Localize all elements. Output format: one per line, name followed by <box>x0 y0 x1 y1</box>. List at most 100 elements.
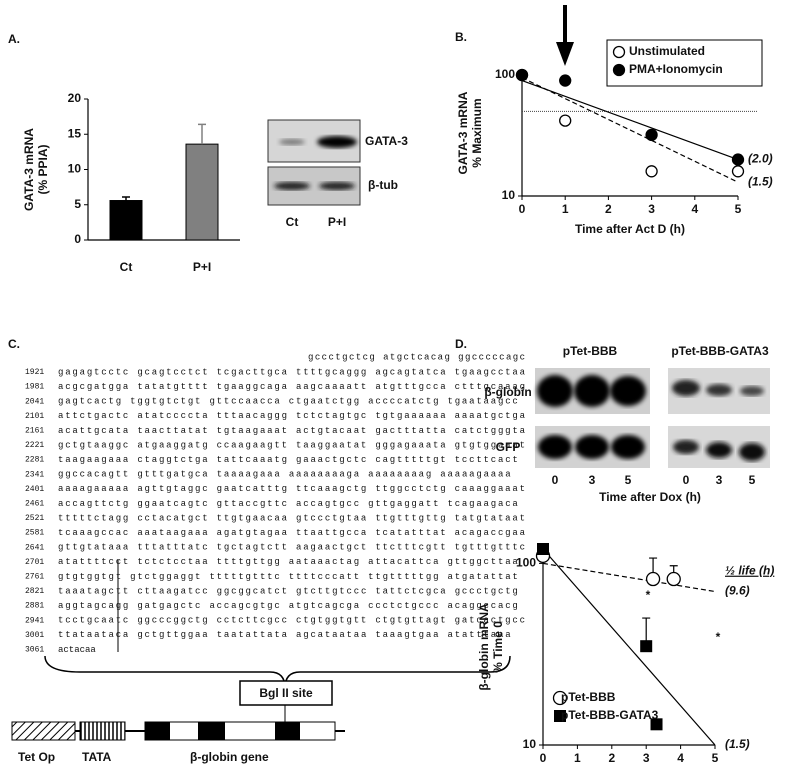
sequence-line: atattttcct tctctcctaa ttttgttgg aataaact… <box>58 557 518 567</box>
line-number: 2761 <box>25 573 44 582</box>
point <box>650 718 663 731</box>
construct-label: pTet-BBB <box>563 344 618 358</box>
legend-label: pTet-BBB <box>561 690 616 704</box>
x-tick-label: 4 <box>691 202 698 216</box>
line-number: 2401 <box>25 485 44 494</box>
y-tick-label: 20 <box>68 91 82 105</box>
error-bar <box>198 123 206 145</box>
site-label: Bgl II site <box>259 686 313 700</box>
line-number: 3001 <box>25 631 44 640</box>
sequence-line: gttgtataaa tttatttatc tgctagtctt aagaact… <box>58 543 525 553</box>
band <box>575 435 609 459</box>
sequence-line: accagttctg ggaatcagtc gttaccgttc accagtg… <box>58 499 518 509</box>
construct-diagram: Bgl II site Tet Op TATA β-globin gene <box>11 655 511 764</box>
sequence-line: actacaa <box>58 645 96 655</box>
sequence-line: tcaaagccac aaataagaaa agatgtagaa ttaattg… <box>58 528 526 538</box>
x-tick-label: 5 <box>712 751 719 765</box>
line-number: 2941 <box>25 616 44 625</box>
diagram-label: TATA <box>82 750 112 764</box>
band <box>706 384 732 396</box>
band <box>279 139 305 145</box>
axis-label: Time after Dox (h) <box>599 490 701 504</box>
y-tick-label: 15 <box>68 126 82 140</box>
y-tick-label: 100 <box>516 556 536 570</box>
y-axis-label: GATA-3 mRNA <box>456 91 470 174</box>
diagram-label: Tet Op <box>18 750 55 764</box>
x-tick-label: Ct <box>120 260 133 274</box>
point <box>666 571 681 587</box>
annotation: * <box>646 588 651 602</box>
y-tick-label: 10 <box>502 188 516 202</box>
half-life-label: ½ life (h) <box>725 564 774 578</box>
fit-line <box>521 77 739 183</box>
sequence-line: acattgcata taacttatat tgtaagaaat actgtac… <box>58 426 526 436</box>
legend-marker <box>554 710 566 722</box>
y-axis-label: (% PPIA) <box>36 144 50 194</box>
x-tick-label: 3 <box>648 202 655 216</box>
fit-label: (1.5) <box>748 174 773 188</box>
band <box>611 435 645 459</box>
bar <box>109 200 143 241</box>
lane-label: 0 <box>683 473 690 487</box>
x-tick-label: 5 <box>735 202 742 216</box>
sequence-line: tcctgcaatc ggcccggctg cctcttcgcc ctgtggt… <box>58 616 525 626</box>
band-label: β-tub <box>368 178 398 192</box>
sequence-line: attctgactc atatccccta tttaacaggg tctctag… <box>58 411 526 421</box>
band <box>672 380 700 396</box>
panel-label: C. <box>8 337 20 351</box>
line-number: 2281 <box>25 456 44 465</box>
lane-label: P+I <box>328 215 346 229</box>
sequence-line: gtgtggtgt gtctggaggt tttttgtttc ttttccca… <box>58 572 518 582</box>
fit-label: (2.0) <box>748 152 773 166</box>
y-axis-label: β-globin mRNA <box>477 603 491 691</box>
band-label: β-globin <box>484 385 531 399</box>
legend-box <box>606 39 763 87</box>
sequence-line: ttataataca gctgttggaa taatattata agcataa… <box>58 630 511 640</box>
x-axis-label: Time after Act D (h) <box>575 222 685 236</box>
sequence-line: gctgtaaggc atgaaggatg ccaagaagtt taaggaa… <box>58 440 525 450</box>
band <box>274 182 310 190</box>
point <box>537 543 549 555</box>
line-number: 2101 <box>25 412 44 421</box>
y-tick-label: 10 <box>523 737 537 751</box>
band <box>610 376 646 406</box>
line-number: 2881 <box>25 602 44 611</box>
tata <box>79 721 126 741</box>
point <box>645 128 658 142</box>
lane-label: 5 <box>625 473 632 487</box>
lane-label: 5 <box>749 473 756 487</box>
panel-label: D. <box>455 337 467 351</box>
line-number: 2161 <box>25 427 44 436</box>
line-number: 2821 <box>25 587 44 596</box>
lane-label: Ct <box>286 215 299 229</box>
sequence-line: gagagtcctc gcagtcctct tcgacttgca ttttgca… <box>58 367 526 377</box>
gene <box>144 721 336 741</box>
y-axis-label: % Maximum <box>470 98 484 167</box>
annotation: * <box>716 630 721 644</box>
sequence: gccctgctcg atgctcacag ggcccccagc 1921 gaga… <box>25 352 526 654</box>
x-tick-label: 1 <box>574 751 581 765</box>
y-axis-label: GATA-3 mRNA <box>22 128 36 211</box>
point <box>645 165 658 178</box>
fit-line <box>542 562 716 593</box>
legend-label: Unstimulated <box>629 44 705 58</box>
lane-label: 0 <box>552 473 559 487</box>
line-number: 3061 <box>25 646 44 655</box>
band <box>740 386 764 396</box>
y-tick-label: 5 <box>74 197 81 211</box>
exon <box>145 722 170 740</box>
sequence-line: gagtcactg tggtgtctgt gttccaacca ctgaatct… <box>58 397 518 407</box>
lane-label: 3 <box>589 473 596 487</box>
fit-line <box>542 548 716 746</box>
fit-label: (9.6) <box>725 584 750 598</box>
band <box>317 136 357 148</box>
x-tick-label: 4 <box>677 751 684 765</box>
line-number: 1921 <box>25 368 44 377</box>
blot-a: GATA-3 β-tub Ct P+I <box>267 119 408 229</box>
x-tick-label: 0 <box>519 202 526 216</box>
sequence-line: taaatagctt cttaagatcc ggcggcatct gtcttgt… <box>58 586 518 596</box>
line-number: 2461 <box>25 500 44 509</box>
legend-marker <box>612 45 626 59</box>
sequence-line: aggtagcagg gatgagctc accagcgtgc atgtcagc… <box>58 601 518 611</box>
point <box>559 74 572 87</box>
